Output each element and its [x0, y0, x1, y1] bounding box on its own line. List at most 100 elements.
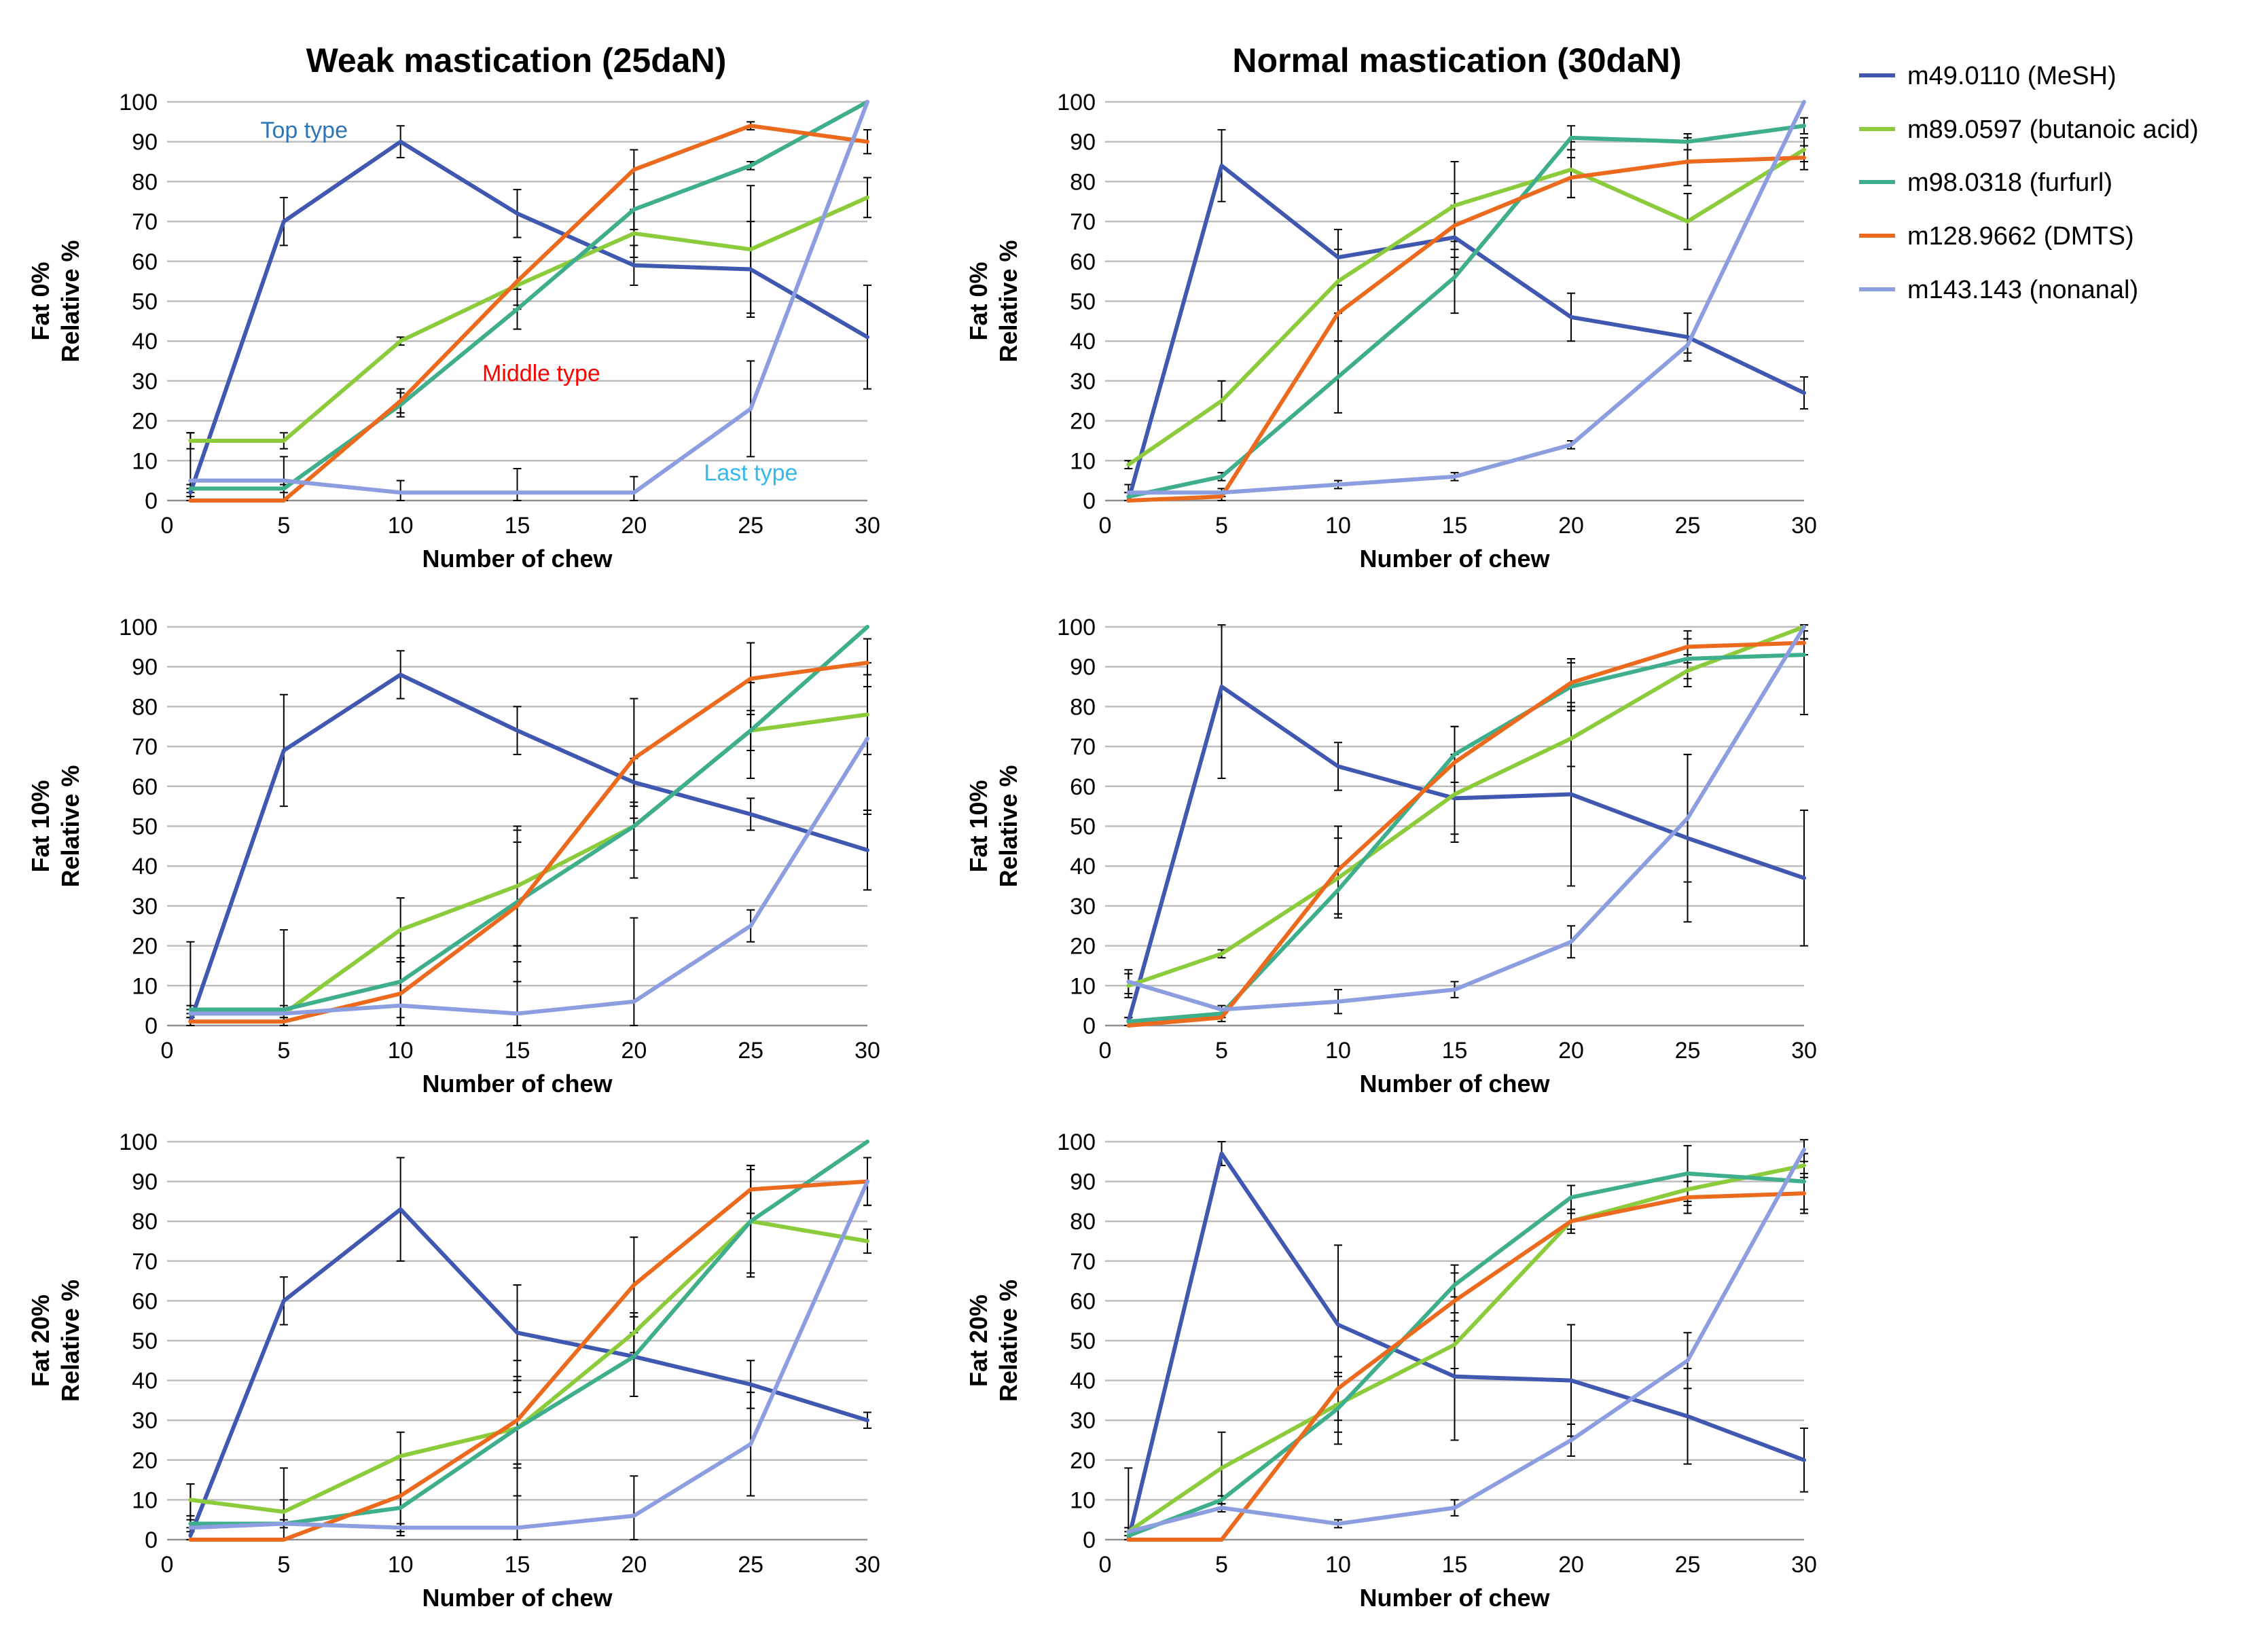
y-tick-label: 10 [132, 448, 158, 474]
series-line-nonanal [188, 736, 869, 1016]
x-tick-label: 30 [854, 513, 880, 539]
y-tick-label: 10 [1070, 973, 1096, 999]
y-tick-label: 80 [132, 1209, 158, 1235]
x-tick-label: 15 [1442, 1552, 1468, 1578]
series-line-butanoic [1126, 147, 1806, 467]
chart-normal-fat20: 0 10 20 30 40 50 60 70 80 90 100 0 5 10 15 20 25 30 Number… [965, 1129, 1817, 1612]
y-tick-label: 20 [1070, 934, 1096, 960]
legend-item-mesh: m49.0110 (MeSH) [1859, 62, 2117, 90]
y-tick-label: 100 [1057, 90, 1096, 115]
legend-label-mesh: m49.0110 (MeSH) [1907, 62, 2117, 90]
x-tick-label: 15 [1442, 1038, 1468, 1064]
x-tick-label: 15 [505, 1038, 530, 1064]
y-tick-label: 20 [132, 1448, 158, 1474]
x-tick-label: 0 [1099, 1038, 1112, 1064]
column-title-weak: Weak mastication (25daN) [306, 41, 727, 79]
legend-item-butanoic: m89.0597 (butanoic acid) [1859, 115, 2199, 144]
series-line-dmts [188, 1179, 869, 1542]
y-tick-label: 40 [132, 329, 158, 355]
series-line-butanoic [1126, 625, 1806, 988]
series-line-mesh [188, 672, 869, 1024]
y-tick-label: 20 [132, 934, 158, 960]
series-line-furfurl [188, 100, 869, 491]
x-tick-label: 15 [505, 513, 530, 539]
x-tick-label: 5 [1215, 1038, 1228, 1064]
y-axis-label: Relative % [994, 765, 1022, 887]
series-line-nonanal [188, 1179, 869, 1530]
x-tick-label: 5 [1215, 1552, 1228, 1578]
series-line-furfurl [188, 1140, 869, 1526]
series-line-mesh [1126, 1151, 1806, 1542]
legend-label-butanoic: m89.0597 (butanoic acid) [1907, 115, 2199, 144]
legend-item-dmts: m128.9662 (DMTS) [1859, 222, 2134, 251]
error-bar-nonanal [630, 917, 638, 1026]
column-title-normal: Normal mastication (30daN) [1232, 41, 1681, 79]
legend-item-furfurl: m98.0318 (furfurl) [1859, 168, 2112, 197]
error-bar-nonanal [630, 475, 638, 501]
y-tick-label: 40 [1070, 854, 1096, 880]
y-tick-label: 30 [1070, 894, 1096, 920]
y-tick-label: 30 [132, 894, 158, 920]
x-tick-label: 15 [505, 1552, 530, 1578]
chart-normal-fat10: 0 10 20 30 40 50 60 70 80 90 100 0 5 10 15 20 25 30 Number… [965, 615, 1817, 1098]
y-tick-label: 90 [132, 655, 158, 681]
y-axis-label: Fat 0% [965, 261, 992, 340]
y-tick-label: 60 [132, 774, 158, 800]
y-tick-label: 40 [132, 1369, 158, 1394]
error-bar-mesh [1217, 624, 1226, 780]
x-axis-label: Number of chew [1359, 1070, 1550, 1098]
x-tick-label: 20 [1558, 1038, 1584, 1064]
x-tick-label: 30 [854, 1552, 880, 1578]
y-tick-label: 90 [1070, 655, 1096, 681]
y-tick-label: 100 [119, 615, 158, 640]
x-axis-label: Number of chew [422, 545, 613, 573]
x-tick-label: 5 [1215, 513, 1228, 539]
series-line-dmts [188, 660, 869, 1024]
series-line-butanoic [188, 1219, 869, 1514]
y-tick-label: 20 [132, 409, 158, 435]
y-tick-label: 80 [1070, 169, 1096, 195]
y-tick-label: 40 [132, 854, 158, 880]
x-axis-label: Number of chew [422, 1584, 613, 1612]
series-line-dmts [1126, 156, 1806, 503]
y-axis-label: Relative % [56, 1280, 84, 1402]
y-tick-label: 50 [1070, 814, 1096, 840]
error-bar-nonanal [279, 1467, 288, 1540]
x-tick-label: 25 [738, 1552, 763, 1578]
x-tick-label: 20 [1558, 513, 1584, 539]
x-tick-label: 20 [621, 513, 647, 539]
y-axis-label: Fat 20% [26, 1294, 54, 1387]
y-tick-label: 70 [1070, 1249, 1096, 1275]
y-tick-label: 70 [132, 734, 158, 760]
y-tick-label: 60 [1070, 249, 1096, 275]
series-line-furfurl [188, 625, 869, 1012]
legend-label-furfurl: m98.0318 (furfurl) [1907, 168, 2112, 197]
y-tick-label: 0 [1083, 488, 1096, 514]
x-tick-label: 0 [161, 1038, 174, 1064]
y-tick-label: 50 [1070, 1328, 1096, 1354]
series-line-furfurl [1126, 653, 1806, 1024]
legend-label-dmts: m128.9662 (DMTS) [1907, 222, 2134, 251]
annotation-label: Last type [704, 460, 797, 486]
x-tick-label: 0 [1099, 513, 1112, 539]
series-line-dmts [188, 124, 869, 503]
chart-normal-fat0: 0 10 20 30 40 50 60 70 80 90 100 0 5 10 15 20 25 30 Number… [965, 90, 1817, 573]
y-tick-label: 60 [1070, 1288, 1096, 1314]
y-tick-label: 100 [1057, 1129, 1096, 1155]
series-line-butanoic [1126, 1163, 1806, 1534]
x-tick-label: 25 [738, 1038, 763, 1064]
y-tick-label: 80 [132, 694, 158, 720]
y-axis-label: Fat 10% [965, 780, 992, 872]
y-tick-label: 30 [132, 1408, 158, 1434]
x-tick-label: 15 [1442, 513, 1468, 539]
x-tick-label: 10 [1325, 1552, 1351, 1578]
y-axis-label: Fat 10% [26, 780, 54, 872]
series-line-butanoic [188, 195, 869, 443]
y-axis-label: Relative % [56, 240, 84, 362]
y-tick-label: 50 [132, 1328, 158, 1354]
chart-weak-fat20: 0 10 20 30 40 50 60 70 80 90 100 0 5 10 15 20 25 30 Number… [26, 1129, 880, 1612]
x-axis-label: Number of chew [1359, 545, 1550, 573]
y-tick-label: 100 [1057, 615, 1096, 640]
y-tick-label: 70 [1070, 734, 1096, 760]
